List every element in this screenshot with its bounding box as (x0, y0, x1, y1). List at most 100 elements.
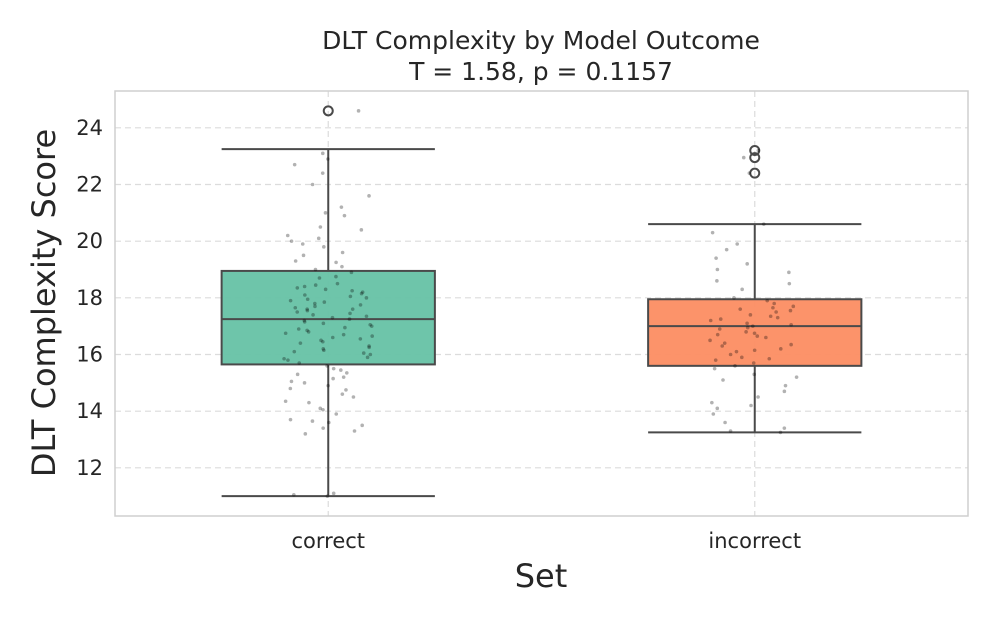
jitter-point (710, 400, 714, 405)
jitter-point (787, 270, 791, 275)
jitter-point (749, 403, 753, 408)
jitter-points (282, 109, 799, 498)
jitter-point (350, 288, 354, 293)
jitter-point (305, 328, 309, 333)
jitter-point (717, 327, 722, 331)
jitter-point (320, 171, 325, 175)
jitter-point (340, 392, 345, 396)
box-incorrect (647, 145, 863, 434)
jitter-point (788, 308, 793, 313)
jitter-point (298, 341, 303, 345)
y-tick-label: 18 (76, 286, 103, 310)
jitter-point (283, 399, 288, 404)
jitter-point (789, 342, 793, 347)
box-correct (220, 105, 436, 498)
jitter-point (778, 430, 783, 435)
jitter-point (305, 308, 310, 313)
jitter-point (340, 264, 344, 269)
y-tick-label: 12 (76, 456, 103, 480)
jitter-point (283, 331, 288, 336)
jitter-point (300, 242, 305, 246)
jitter-point (313, 301, 317, 306)
jitter-point (364, 314, 369, 319)
jitter-point (765, 298, 770, 303)
jitter-point (715, 332, 720, 337)
jitter-point (301, 253, 306, 258)
jitter-point (313, 267, 318, 272)
jitter-point (348, 311, 352, 316)
jitter-point (358, 303, 363, 307)
jitter-point (767, 356, 772, 361)
jitter-point (310, 182, 315, 187)
jitter-point (341, 375, 346, 379)
jitter-point (322, 348, 326, 353)
jitter-point (303, 293, 307, 297)
jitter-point (288, 298, 293, 303)
y-axis-label: DLT Complexity Score (25, 129, 63, 477)
jitter-point (733, 364, 737, 368)
jitter-point (752, 348, 757, 353)
jitter-point (756, 148, 761, 153)
jitter-point (334, 412, 339, 416)
outlier-point (322, 105, 334, 117)
jitter-point (343, 325, 347, 330)
jitter-point (319, 338, 323, 343)
jitter-point (745, 325, 750, 330)
jitter-point (288, 386, 293, 391)
jitter-point (348, 294, 353, 299)
jitter-point (741, 155, 746, 160)
boxes (220, 105, 863, 498)
jitter-point (740, 355, 744, 360)
y-tick-label: 14 (76, 399, 103, 423)
plot-frame (114, 90, 969, 517)
jitter-point (744, 330, 748, 334)
jitter-point (367, 194, 371, 198)
jitter-point (342, 213, 347, 218)
jitter-point (761, 222, 766, 226)
jitter-point (359, 228, 364, 232)
jitter-point (710, 230, 715, 235)
jitter-point (289, 379, 294, 384)
jitter-point (321, 426, 325, 430)
jitter-point (732, 296, 736, 300)
jitter-point (334, 260, 338, 265)
jitter-point (360, 423, 364, 428)
jitter-point (295, 286, 300, 290)
jitter-point (774, 310, 778, 314)
jitter-point (307, 400, 311, 405)
jitter-point (321, 347, 326, 351)
jitter-point (347, 317, 352, 321)
box-iqr (220, 269, 436, 366)
jitter-point (330, 315, 335, 320)
jitter-point (715, 267, 720, 272)
chart-subtitle: T = 1.58, p = 0.1157 (408, 57, 673, 86)
jitter-point (360, 290, 365, 294)
y-tick-label: 22 (76, 173, 103, 197)
jitter-point (720, 344, 725, 348)
jitter-point (359, 291, 364, 296)
jitter-point (364, 296, 369, 300)
jitter-point (303, 432, 308, 436)
jitter-point (369, 324, 374, 328)
jitter-point (713, 358, 718, 362)
jitter-point (331, 366, 336, 371)
jitter-point (322, 245, 326, 249)
jitter-point (752, 372, 757, 377)
jitter-point (756, 395, 760, 399)
jitter-point (755, 334, 760, 338)
jitter-point (752, 331, 757, 336)
jitter-point (313, 304, 317, 309)
jitter-point (289, 239, 294, 243)
jitter-point (738, 307, 743, 311)
outlier-point (749, 145, 761, 156)
jitter-point (735, 242, 739, 246)
jitter-point (740, 287, 744, 292)
jitter-point (293, 259, 298, 263)
jitter-point (302, 284, 307, 289)
outlier-point (749, 152, 761, 164)
jitter-point (367, 344, 371, 348)
jitter-point (728, 352, 733, 357)
jitter-point (712, 366, 717, 371)
jitter-point (708, 338, 712, 343)
